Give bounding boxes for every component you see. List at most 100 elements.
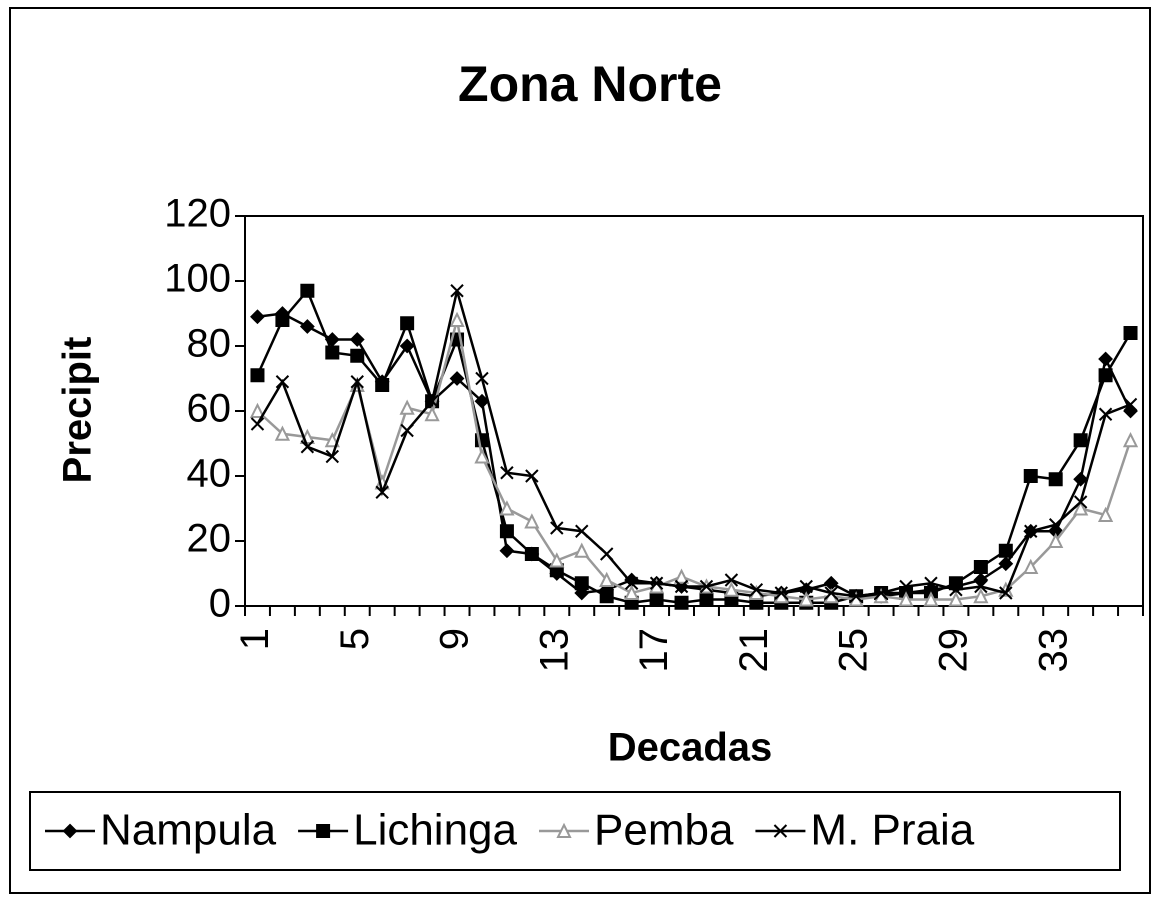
point xyxy=(599,571,615,587)
legend-marker xyxy=(773,824,788,838)
point xyxy=(1097,506,1114,522)
point xyxy=(974,579,988,594)
point xyxy=(399,338,415,354)
point xyxy=(1122,432,1139,448)
point xyxy=(1098,407,1113,421)
point xyxy=(275,375,290,389)
point xyxy=(899,579,913,594)
point xyxy=(1023,469,1038,483)
x-tick-label: 25 xyxy=(832,628,876,673)
y-tick-label: 60 xyxy=(187,387,232,431)
x-tick-label: 21 xyxy=(732,628,776,673)
point xyxy=(1073,471,1089,487)
point xyxy=(1073,500,1089,516)
point xyxy=(973,588,989,604)
point xyxy=(723,581,740,597)
point xyxy=(724,573,739,587)
point xyxy=(499,500,515,516)
series-line xyxy=(256,319,1132,601)
point xyxy=(549,552,565,568)
y-tick-label: 80 xyxy=(187,322,232,366)
x-tick-label: 13 xyxy=(532,628,576,673)
legend-marker xyxy=(316,824,331,838)
point xyxy=(949,583,963,597)
point xyxy=(1048,472,1063,487)
point xyxy=(998,543,1013,558)
point xyxy=(674,595,689,610)
point xyxy=(948,591,964,607)
point xyxy=(624,576,639,590)
chart-border xyxy=(9,7,1151,894)
point xyxy=(999,586,1013,600)
point xyxy=(799,579,813,594)
point xyxy=(699,579,714,594)
point xyxy=(1123,397,1138,412)
x-tick-label: 29 xyxy=(931,628,975,673)
point xyxy=(425,394,439,408)
point xyxy=(500,466,514,480)
point xyxy=(474,448,490,464)
chart-title: Zona Norte xyxy=(458,56,722,112)
point xyxy=(1048,518,1063,532)
legend-marker xyxy=(62,823,78,839)
point xyxy=(400,316,415,331)
point xyxy=(474,393,490,409)
point xyxy=(550,521,564,535)
x-axis-title: Decadas xyxy=(608,726,773,770)
legend-box xyxy=(29,791,1121,871)
point xyxy=(673,568,690,584)
point xyxy=(649,592,664,607)
point xyxy=(449,371,465,386)
point xyxy=(249,402,266,418)
point xyxy=(674,579,689,594)
series-line xyxy=(256,290,1131,598)
point xyxy=(250,368,265,383)
point xyxy=(924,576,938,590)
point xyxy=(749,583,764,597)
y-tick-label: 120 xyxy=(164,192,231,236)
point xyxy=(923,591,939,607)
point xyxy=(525,469,539,483)
point xyxy=(624,584,640,600)
point xyxy=(649,576,664,590)
point xyxy=(1024,524,1038,538)
x-tick-label: 33 xyxy=(1031,628,1075,673)
point xyxy=(998,556,1014,572)
point xyxy=(1023,558,1039,574)
point xyxy=(574,576,589,591)
point xyxy=(1098,368,1113,383)
point xyxy=(399,399,415,415)
point xyxy=(349,332,365,347)
point xyxy=(849,589,863,603)
point xyxy=(575,524,589,538)
y-tick-label: 0 xyxy=(209,582,231,626)
point xyxy=(449,311,465,327)
point xyxy=(325,449,340,464)
y-tick-label: 40 xyxy=(187,452,232,496)
point xyxy=(475,371,489,386)
point xyxy=(1123,326,1138,340)
point xyxy=(325,345,340,360)
point xyxy=(524,547,539,561)
point xyxy=(300,440,315,454)
point xyxy=(1073,495,1088,509)
point xyxy=(898,591,914,607)
legend-label: M. Praia xyxy=(810,806,974,855)
point xyxy=(824,586,838,600)
legend-label: Pemba xyxy=(594,806,734,855)
point xyxy=(699,592,714,607)
point xyxy=(599,547,614,561)
point xyxy=(375,378,390,392)
x-tick-label: 5 xyxy=(333,628,377,650)
x-tick-label: 1 xyxy=(233,628,277,650)
point xyxy=(400,423,414,438)
point xyxy=(1048,532,1064,548)
point xyxy=(299,319,315,334)
point xyxy=(250,309,265,325)
point xyxy=(350,348,365,363)
point xyxy=(375,485,389,499)
y-axis-title: Precipit xyxy=(56,337,100,484)
point xyxy=(275,313,290,327)
point xyxy=(274,425,291,441)
